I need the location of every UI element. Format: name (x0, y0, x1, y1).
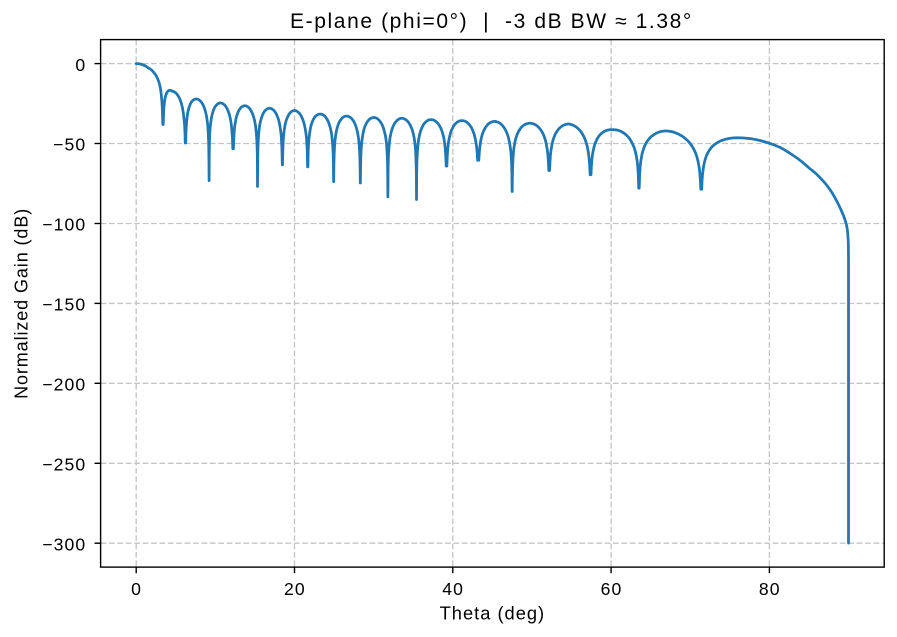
svg-text:−100: −100 (42, 215, 86, 235)
svg-text:−200: −200 (42, 375, 86, 395)
svg-text:−300: −300 (42, 534, 86, 554)
svg-text:E-plane (phi=0°) | -3 dB BW: E-plane (phi=0°) | -3 dB BW ≈ 1.38° (290, 10, 693, 33)
svg-text:−250: −250 (42, 455, 86, 475)
svg-text:60: 60 (601, 579, 623, 599)
svg-text:80: 80 (759, 579, 781, 599)
svg-text:Normalized Gain (dB): Normalized Gain (dB) (12, 208, 32, 399)
svg-text:0: 0 (75, 55, 86, 75)
svg-text:0: 0 (131, 579, 142, 599)
svg-text:−150: −150 (42, 295, 86, 315)
svg-text:Theta (deg): Theta (deg) (440, 603, 546, 624)
svg-text:20: 20 (284, 579, 306, 599)
svg-text:40: 40 (442, 579, 464, 599)
svg-text:−50: −50 (53, 135, 86, 155)
